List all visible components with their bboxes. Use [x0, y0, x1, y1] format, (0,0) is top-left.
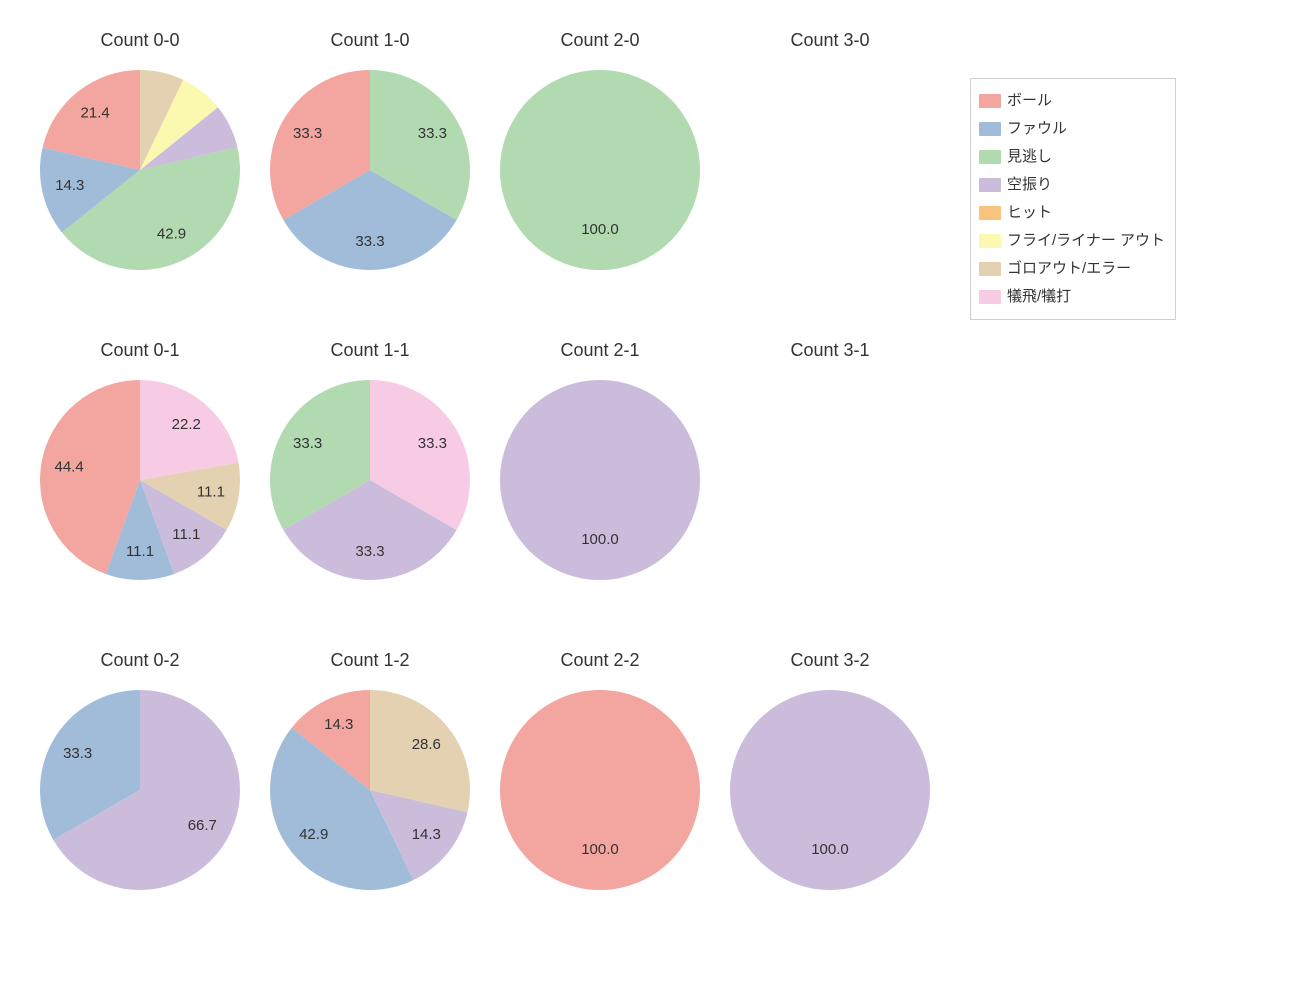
chart-grid: Count 0-021.414.342.9Count 1-033.333.333…	[0, 0, 1300, 1000]
pie-c22: 100.0	[500, 690, 700, 890]
chart-cell-c12: Count 1-2 14.3 42.9 14.3 28.6	[255, 650, 485, 950]
pie-c10: 33.3 33.3 33.3	[270, 70, 470, 270]
slice-label-swing: 33.3	[355, 543, 384, 560]
chart-cell-c20: Count 2-0 100.0	[485, 30, 715, 330]
slice-label-foul: 14.3	[55, 177, 84, 194]
slice-swing	[730, 690, 930, 890]
pie-c12: 14.3 42.9 14.3 28.6	[270, 690, 470, 890]
chart-title: Count 0-0	[25, 30, 255, 51]
chart-cell-c11: Count 1-1 33.3 33.3 33.3	[255, 340, 485, 640]
slice-label-swing: 100.0	[811, 841, 849, 858]
pie-c20: 100.0	[500, 70, 700, 270]
chart-title: Count 2-2	[485, 650, 715, 671]
slice-label-groundout: 28.6	[412, 736, 441, 753]
chart-title: Count 3-0	[715, 30, 945, 51]
slice-label-sac: 33.3	[418, 435, 447, 452]
chart-cell-c10: Count 1-0 33.3 33.3 33.3	[255, 30, 485, 330]
pie-c30	[730, 70, 930, 270]
pie-c21: 100.0	[500, 380, 700, 580]
slice-swing	[500, 380, 700, 580]
legend-item-swing: 空振り	[979, 171, 1165, 199]
slice-label-foul: 11.1	[126, 543, 154, 560]
legend-item-look: 見逃し	[979, 143, 1165, 171]
slice-label-ball: 33.3	[293, 125, 322, 142]
chart-cell-c22: Count 2-2 100.0	[485, 650, 715, 950]
legend-item-ball: ボール	[979, 87, 1165, 115]
chart-cell-c30: Count 3-0	[715, 30, 945, 330]
slice-label-swing: 100.0	[581, 531, 619, 548]
legend-item-foul: ファウル	[979, 115, 1165, 143]
pie-c01: 44.4 11.1 11.1 11.1 22.2	[40, 380, 240, 580]
legend-swatch-look	[979, 150, 1001, 164]
chart-title: Count 0-2	[25, 650, 255, 671]
chart-cell-c32: Count 3-2 100.0	[715, 650, 945, 950]
legend-label: フライ/ライナー アウト	[1007, 227, 1165, 256]
chart-title: Count 1-1	[255, 340, 485, 361]
slice-label-foul: 33.3	[355, 233, 384, 250]
pie-c00: 21.4 14.3 42.9	[40, 70, 240, 270]
pie-c02: 33.3 66.7	[40, 690, 240, 890]
legend-swatch-foul	[979, 122, 1001, 136]
chart-cell-c01: Count 0-1 44.4 11.1 11.1 11.1 22.2	[25, 340, 255, 640]
pie-c31	[730, 380, 930, 580]
pie-c11: 33.3 33.3 33.3	[270, 380, 470, 580]
legend-label: 犠飛/犠打	[1007, 283, 1071, 312]
legend-swatch-swing	[979, 178, 1001, 192]
legend-swatch-sac	[979, 290, 1001, 304]
legend-swatch-hit	[979, 206, 1001, 220]
pie-c32: 100.0	[730, 690, 930, 890]
legend-label: ヒット	[1007, 199, 1052, 228]
slice-label-ball: 100.0	[581, 841, 619, 858]
legend-label: ファウル	[1007, 115, 1067, 144]
legend-item-sac: 犠飛/犠打	[979, 283, 1165, 311]
chart-title: Count 1-2	[255, 650, 485, 671]
legend-swatch-flyout	[979, 234, 1001, 248]
chart-title: Count 2-1	[485, 340, 715, 361]
slice-label-sac: 22.2	[172, 416, 201, 433]
chart-title: Count 3-2	[715, 650, 945, 671]
slice-label-ball: 21.4	[81, 105, 110, 122]
legend-item-flyout: フライ/ライナー アウト	[979, 227, 1165, 255]
slice-label-swing: 11.1	[172, 526, 200, 543]
slice-label-swing: 66.7	[188, 817, 217, 834]
slice-label-groundout: 11.1	[197, 483, 225, 500]
slice-label-ball: 14.3	[324, 716, 353, 733]
legend: ボールファウル見逃し空振りヒットフライ/ライナー アウトゴロアウト/エラー犠飛/…	[970, 78, 1176, 320]
slice-look	[500, 70, 700, 270]
legend-label: ゴロアウト/エラー	[1007, 255, 1131, 284]
legend-label: 見逃し	[1007, 143, 1052, 172]
slice-label-look: 42.9	[157, 226, 186, 243]
legend-label: 空振り	[1007, 171, 1052, 200]
slice-label-foul: 33.3	[63, 745, 92, 762]
chart-title: Count 2-0	[485, 30, 715, 51]
slice-label-look: 33.3	[418, 125, 447, 142]
slice-ball	[500, 690, 700, 890]
legend-label: ボール	[1007, 87, 1052, 116]
chart-cell-c02: Count 0-2 33.3 66.7	[25, 650, 255, 950]
chart-cell-c21: Count 2-1 100.0	[485, 340, 715, 640]
chart-cell-c31: Count 3-1	[715, 340, 945, 640]
slice-label-ball: 44.4	[54, 458, 83, 475]
chart-title: Count 1-0	[255, 30, 485, 51]
chart-title: Count 0-1	[25, 340, 255, 361]
legend-item-hit: ヒット	[979, 199, 1165, 227]
legend-item-groundout: ゴロアウト/エラー	[979, 255, 1165, 283]
slice-label-look: 33.3	[293, 435, 322, 452]
legend-swatch-groundout	[979, 262, 1001, 276]
chart-title: Count 3-1	[715, 340, 945, 361]
legend-swatch-ball	[979, 94, 1001, 108]
slice-label-foul: 42.9	[299, 826, 328, 843]
slice-label-swing: 14.3	[412, 826, 441, 843]
chart-cell-c00: Count 0-0 21.4 14.3 42.9	[25, 30, 255, 330]
slice-label-look: 100.0	[581, 221, 619, 238]
